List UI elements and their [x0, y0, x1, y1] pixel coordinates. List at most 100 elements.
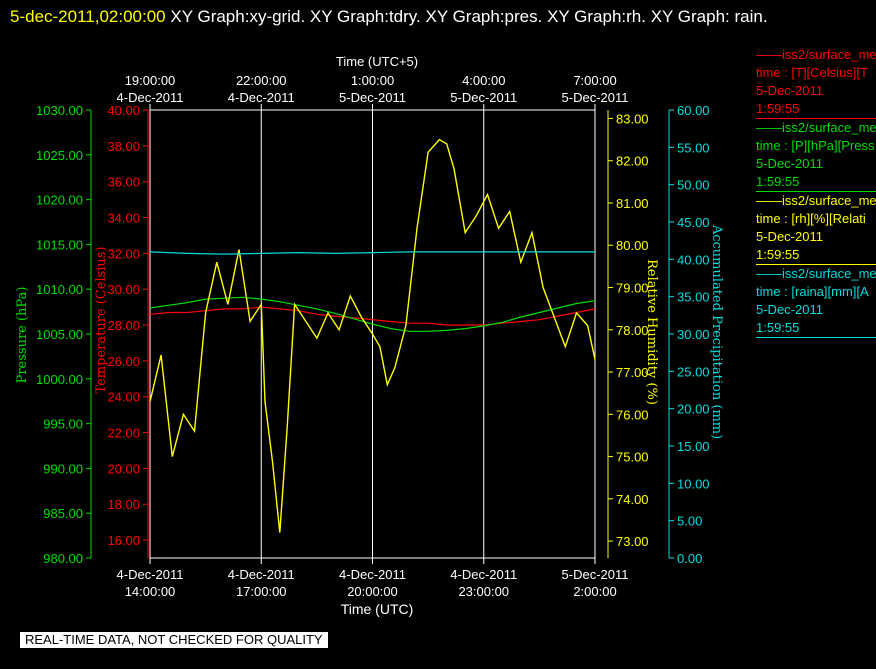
bottom-tick-time: 17:00:00 — [236, 584, 287, 599]
temperature-tick-label: 18.00 — [107, 497, 140, 512]
temperature-tick-label: 32.00 — [107, 246, 140, 261]
bottom-axis-label: Time (UTC) — [341, 601, 414, 617]
rain-tick-label: 55.00 — [677, 140, 710, 155]
axis-lines — [90, 109, 670, 559]
rain-tick-label: 25.00 — [677, 364, 710, 379]
bottom-tick-time: 14:00:00 — [125, 584, 176, 599]
rh-tick-label: 73.00 — [616, 534, 649, 549]
quality-notice: REAL-TIME DATA, NOT CHECKED FOR QUALITY — [20, 632, 328, 648]
rain-tick-label: 5.00 — [677, 514, 702, 529]
legend-line-2: 5-Dec-2011 — [756, 156, 823, 171]
legend-line-1: time : [raina][mm][A — [756, 284, 869, 299]
temperature-tick-label: 20.00 — [107, 461, 140, 476]
legend-line-3: 1:59:55 — [756, 101, 800, 116]
rain-axis-label: Accumulated Precipitation (mm) — [709, 224, 724, 439]
legend-line-3: 1:59:55 — [756, 174, 800, 189]
rh-tick-label: 74.00 — [616, 492, 649, 507]
bottom-tick-time: 20:00:00 — [347, 584, 398, 599]
bottom-tick-date: 4-Dec-2011 — [117, 567, 184, 582]
legend-line-2: 5-Dec-2011 — [756, 83, 823, 98]
series-T-line — [149, 306, 596, 326]
top-tick-date: 5-Dec-2011 — [450, 90, 517, 105]
temperature-tick-label: 22.00 — [107, 426, 140, 441]
top-tick-date: 5-Dec-2011 — [339, 90, 406, 105]
top-tick-time: 22:00:00 — [236, 73, 287, 88]
legend-line-3: 1:59:55 — [756, 247, 800, 262]
pressure-axis-label: Pressure (hPa) — [15, 287, 30, 384]
top-tick-date: 4-Dec-2011 — [117, 90, 184, 105]
top-tick-time: 7:00:00 — [573, 73, 616, 88]
legend-series-name: ——iss2/surface_me — [756, 47, 876, 62]
temperature-tick-label: 16.00 — [107, 533, 140, 548]
legend-line-1: time : [rh][%][Relati — [756, 211, 866, 226]
temperature-tick-label: 40.00 — [107, 103, 140, 118]
temperature-tick-label: 26.00 — [107, 354, 140, 369]
legend-line-1: time : [P][hPa][Press — [756, 138, 875, 153]
rain-tick-label: 10.00 — [677, 476, 710, 491]
pressure-tick-label: 980.00 — [43, 551, 83, 566]
pressure-tick-label: 1000.00 — [36, 372, 83, 387]
bottom-tick-date: 4-Dec-2011 — [228, 567, 295, 582]
pressure-tick-label: 1015.00 — [36, 237, 83, 252]
bottom-tick-time: 23:00:00 — [458, 584, 509, 599]
temperature-tick-label: 30.00 — [107, 282, 140, 297]
rh-tick-label: 81.00 — [616, 196, 649, 211]
temperature-tick-label: 36.00 — [107, 175, 140, 190]
rh-tick-label: 76.00 — [616, 407, 649, 422]
rh-tick-label: 75.00 — [616, 450, 649, 465]
bottom-tick-date: 4-Dec-2011 — [450, 567, 517, 582]
series-raina-line — [149, 251, 595, 255]
pressure-tick-label: 1010.00 — [36, 282, 83, 297]
rain-tick-label: 0.00 — [677, 551, 702, 566]
legend-series-name: ——iss2/surface_me — [756, 193, 876, 208]
title-graph-list: XY Graph:xy-grid. XY Graph:tdry. XY Grap… — [170, 7, 768, 26]
legend-line-2: 5-Dec-2011 — [756, 229, 823, 244]
rain-tick-label: 15.00 — [677, 439, 710, 454]
top-axis-label: Time (UTC+5) — [336, 54, 418, 69]
legend-entry: ——iss2/surface_me time : [raina][mm][A 5-D… — [756, 265, 876, 338]
legend-line-3: 1:59:55 — [756, 320, 800, 335]
bottom-tick-date: 5-Dec-2011 — [562, 567, 629, 582]
bottom-tick-date: 4-Dec-2011 — [339, 567, 406, 582]
top-tick-time: 1:00:00 — [351, 73, 394, 88]
legend-series-name: ——iss2/surface_me — [756, 266, 876, 281]
pressure-tick-label: 1030.00 — [36, 103, 83, 118]
rain-tick-label: 40.00 — [677, 252, 710, 267]
rh-tick-label: 83.00 — [616, 111, 649, 126]
top-tick-date: 4-Dec-2011 — [228, 90, 295, 105]
top-tick-time: 19:00:00 — [125, 73, 176, 88]
bottom-tick-time: 2:00:00 — [573, 584, 616, 599]
top-tick-date: 5-Dec-2011 — [562, 90, 629, 105]
legend: ——iss2/surface_me time : [T][Celsius][T 5-… — [756, 46, 876, 338]
graph-title: 5-dec-2011,02:00:00 XY Graph:xy-grid. XY… — [10, 2, 870, 31]
legend-line-1: time : [T][Celsius][T — [756, 65, 868, 80]
series-P-line — [149, 296, 596, 332]
series-rh-line — [149, 138, 596, 533]
temperature-tick-label: 28.00 — [107, 318, 140, 333]
rh-tick-label: 80.00 — [616, 238, 649, 253]
pressure-tick-label: 995.00 — [43, 417, 83, 432]
temperature-axis-label: Temperature (Celsius) — [94, 246, 109, 393]
rh-tick-label: 78.00 — [616, 323, 649, 338]
temperature-tick-label: 24.00 — [107, 390, 140, 405]
pressure-tick-label: 990.00 — [43, 461, 83, 476]
rh-axis-label: Relative Humidity (%) — [644, 259, 659, 405]
rain-tick-label: 20.00 — [677, 402, 710, 417]
rh-tick-label: 77.00 — [616, 365, 649, 380]
pressure-tick-label: 1020.00 — [36, 193, 83, 208]
rain-tick-label: 35.00 — [677, 290, 710, 305]
rain-tick-label: 30.00 — [677, 327, 710, 342]
rh-tick-label: 82.00 — [616, 154, 649, 169]
rain-tick-label: 45.00 — [677, 215, 710, 230]
title-timestamp: 5-dec-2011,02:00:00 — [10, 7, 166, 26]
top-tick-time: 4:00:00 — [462, 73, 505, 88]
temperature-tick-label: 38.00 — [107, 139, 140, 154]
legend-series-name: ——iss2/surface_me — [756, 120, 876, 135]
rain-tick-label: 60.00 — [677, 103, 710, 118]
temperature-tick-label: 34.00 — [107, 211, 140, 226]
rh-tick-label: 79.00 — [616, 281, 649, 296]
